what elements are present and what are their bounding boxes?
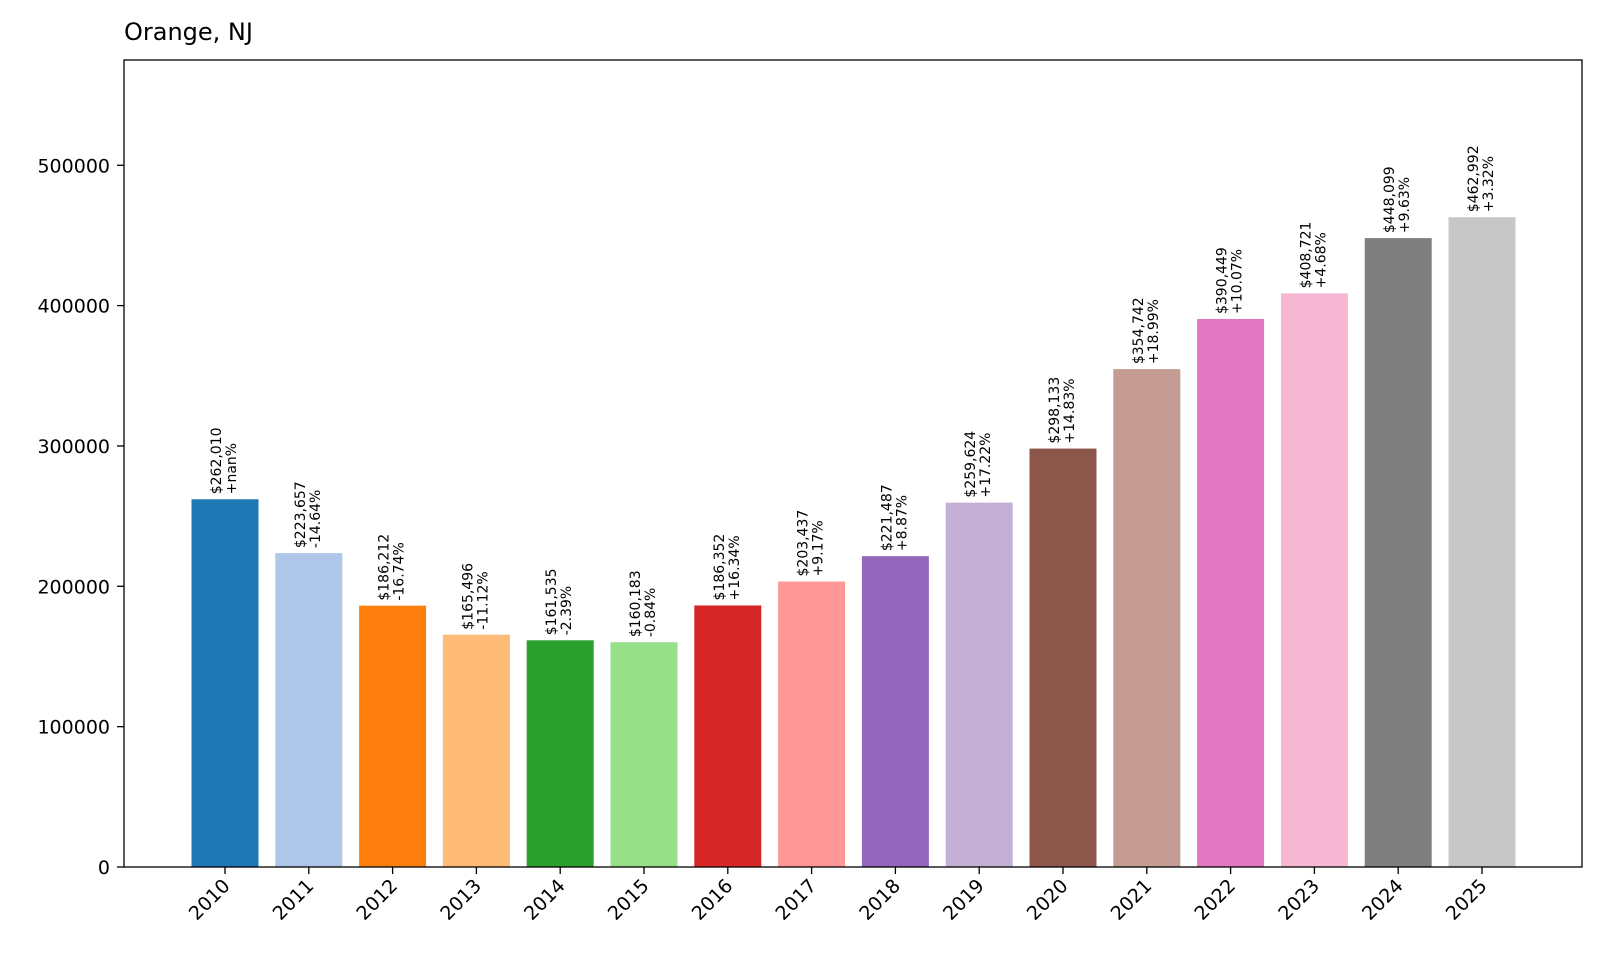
x-tick-label: 2025	[1442, 875, 1492, 925]
chart-title: Orange, NJ	[124, 18, 253, 46]
bar-change-text: +8.87%	[894, 495, 910, 551]
bar-change-text: -16.74%	[392, 542, 408, 600]
bar-value-text: $161,535	[544, 568, 560, 635]
y-tick-label: 300000	[37, 436, 110, 458]
bar-value-label: $186,352+16.34%	[712, 534, 743, 601]
bar-2013	[442, 634, 510, 867]
x-tick-label: 2019	[939, 875, 989, 925]
bar-change-text: +9.17%	[811, 520, 827, 576]
bar-value-text: $390,449	[1215, 247, 1231, 314]
bar-change-text: -0.84%	[643, 588, 659, 638]
bar-value-label: $390,449+10.07%	[1215, 247, 1246, 314]
bar-value-label: $408,721+4.68%	[1298, 222, 1329, 289]
bar-value-text: $203,437	[796, 510, 812, 577]
bar-change-text: +17.22%	[978, 432, 994, 497]
bar-value-text: $262,010	[209, 427, 225, 494]
bars-layer	[191, 217, 1516, 868]
bar-2015	[610, 642, 678, 867]
bar-value-label: $161,535-2.39%	[544, 568, 575, 635]
bar-2010	[191, 499, 259, 867]
bar-2017	[778, 581, 846, 867]
bar-2024	[1364, 238, 1432, 868]
y-tick-label: 100000	[37, 717, 110, 739]
x-tick-label: 2024	[1358, 875, 1408, 925]
y-tick-label: 200000	[37, 576, 110, 598]
bar-change-text: +9.63%	[1397, 177, 1413, 233]
bar-value-label: $186,212-16.74%	[377, 534, 408, 601]
x-tick-label: 2022	[1190, 875, 1240, 925]
bar-value-label: $221,487+8.87%	[879, 484, 910, 551]
bar-value-text: $298,133	[1047, 377, 1063, 444]
bar-value-label: $223,657-14.64%	[293, 481, 324, 548]
bar-2021	[1113, 369, 1181, 867]
bar-change-text: +3.32%	[1481, 156, 1497, 212]
plot-frame	[123, 59, 1583, 868]
y-tick-label: 400000	[37, 296, 110, 318]
x-tick-label: 2015	[604, 875, 654, 925]
x-tick-label: 2011	[269, 875, 319, 925]
bar-2012	[359, 605, 427, 867]
x-tick-label: 2017	[771, 875, 821, 925]
bar-value-label: $160,183-0.84%	[628, 570, 659, 637]
bar-labels-layer: $262,010+nan% $223,657-14.64% $186,212-16.…	[209, 145, 1497, 637]
bar-2022	[1197, 319, 1265, 867]
bar-value-text: $221,487	[879, 484, 895, 551]
bar-2025	[1448, 217, 1516, 867]
bar-change-text: +10.07%	[1230, 249, 1246, 314]
x-tick-label: 2021	[1107, 875, 1157, 925]
bar-2018	[861, 556, 929, 867]
bar-change-text: +18.99%	[1146, 299, 1162, 364]
bar-value-text: $223,657	[293, 481, 309, 548]
bar-2011	[275, 553, 343, 867]
x-tick-label: 2020	[1023, 875, 1073, 925]
bar-change-text: +14.83%	[1062, 378, 1078, 443]
bar-change-text: -2.39%	[559, 586, 575, 636]
bar-value-text: $186,352	[712, 534, 728, 601]
bar-value-text: $448,099	[1382, 166, 1398, 233]
bar-change-text: -14.64%	[308, 490, 324, 548]
bar-value-text: $186,212	[377, 534, 393, 601]
bar-value-label: $165,496-11.12%	[460, 563, 491, 630]
bar-2020	[1029, 448, 1097, 867]
bar-value-text: $408,721	[1298, 222, 1314, 289]
bar-value-text: $259,624	[963, 431, 979, 498]
x-tick-label: 2013	[436, 875, 486, 925]
bar-2014	[526, 640, 594, 867]
bar-value-label: $203,437+9.17%	[796, 510, 827, 577]
x-tick-label: 2010	[185, 875, 235, 925]
bar-value-text: $354,742	[1131, 297, 1147, 364]
bar-change-text: +16.34%	[727, 535, 743, 600]
bar-change-text: -11.12%	[475, 571, 491, 629]
x-tick-label: 2014	[520, 875, 570, 925]
bar-2019	[945, 502, 1013, 867]
bar-value-text: $160,183	[628, 570, 644, 637]
bar-value-label: $262,010+nan%	[209, 427, 240, 494]
bar-value-label: $354,742+18.99%	[1131, 297, 1162, 364]
y-tick-label: 500000	[37, 155, 110, 177]
bar-change-text: +nan%	[224, 443, 240, 494]
bar-2016	[694, 605, 762, 867]
bar-2023	[1280, 293, 1348, 867]
bar-value-label: $298,133+14.83%	[1047, 377, 1078, 444]
x-tick-label: 2012	[352, 875, 402, 925]
bar-value-text: $165,496	[460, 563, 476, 630]
x-tick-label: 2016	[688, 875, 738, 925]
bar-value-label: $448,099+9.63%	[1382, 166, 1413, 233]
bar-value-label: $259,624+17.22%	[963, 431, 994, 498]
bar-change-text: +4.68%	[1313, 232, 1329, 288]
bar-value-label: $462,992+3.32%	[1466, 145, 1497, 212]
y-tick-label: 0	[98, 857, 110, 879]
x-tick-label: 2023	[1274, 875, 1324, 925]
bar-value-text: $462,992	[1466, 145, 1482, 212]
x-tick-label: 2018	[855, 875, 905, 925]
